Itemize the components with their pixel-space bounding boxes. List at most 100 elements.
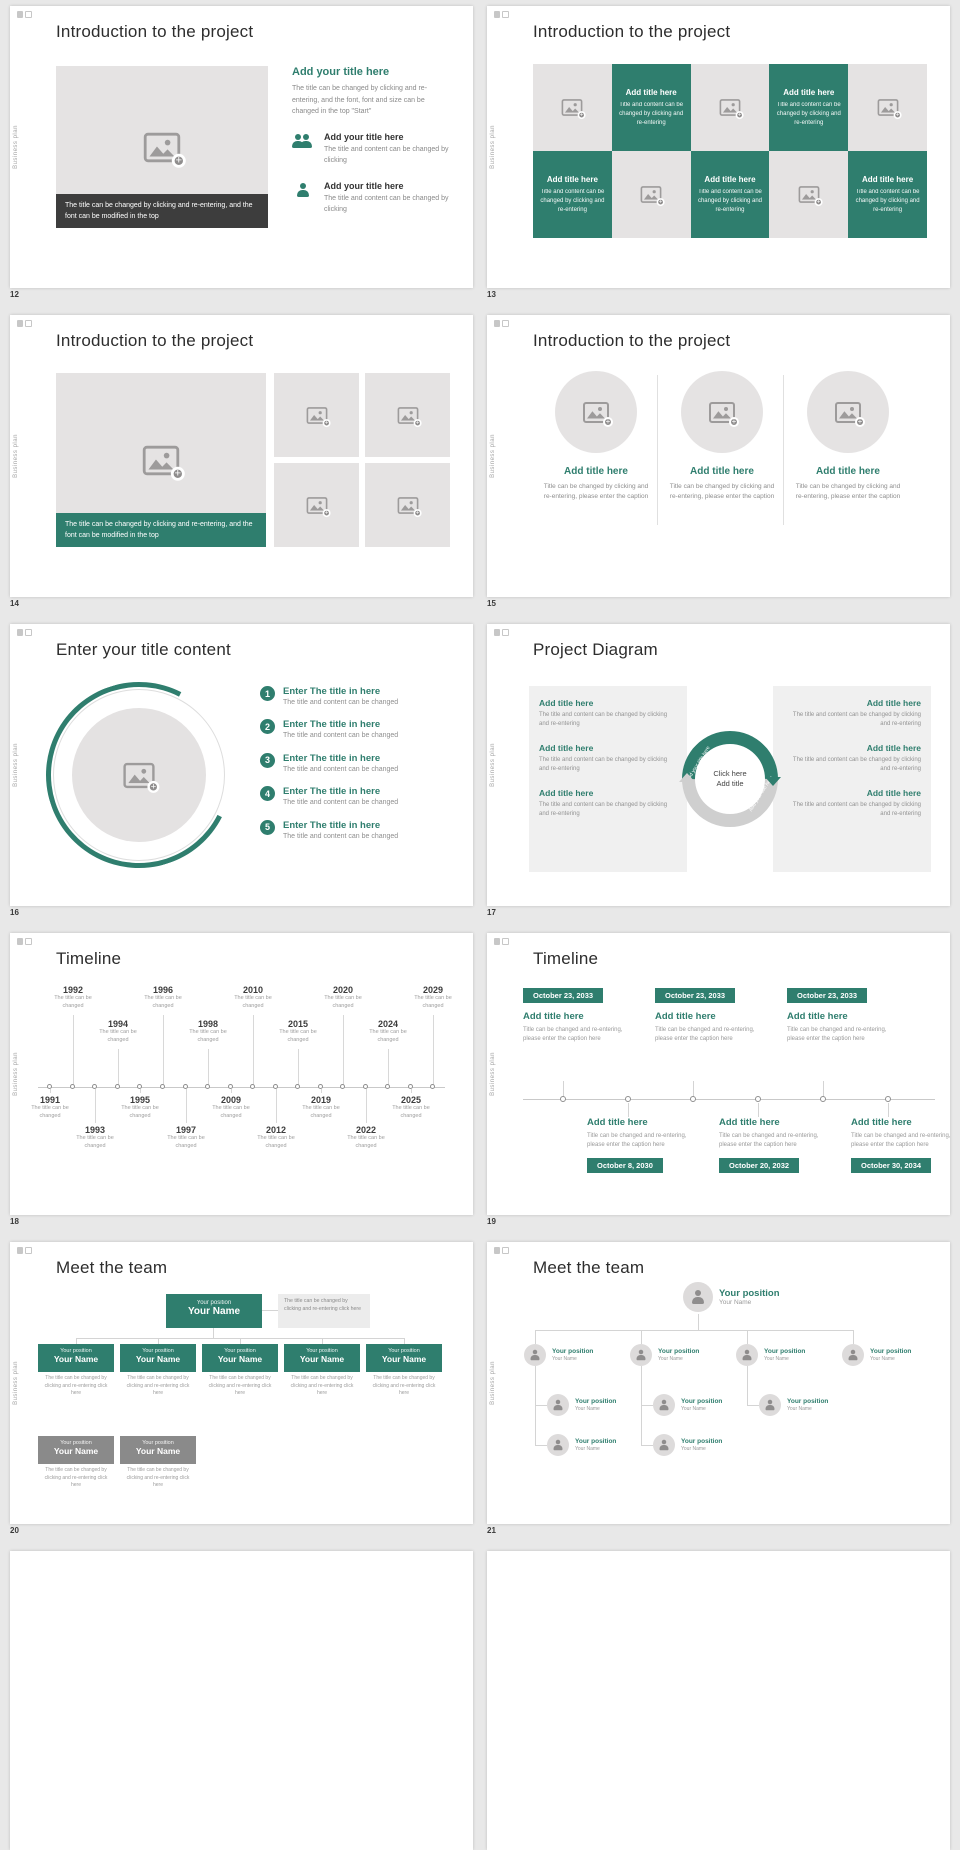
slide-cell-16: Business plan Enter your title content 1… (10, 624, 473, 918)
feature-column: Add title here Title can be changed by c… (659, 371, 785, 503)
timeline-point: 1994 The title can be changed (92, 983, 144, 1208)
sidebar-vertical-label: Business plan (13, 434, 19, 478)
slide-title: Introduction to the project (56, 331, 254, 350)
slide-14-thumbnail[interactable]: Business plan Introduction to the projec… (10, 315, 473, 597)
connector (50, 1089, 51, 1093)
org-member: Your position Your Name (653, 1394, 722, 1416)
slide-16-thumbnail[interactable]: Business plan Enter your title content 1… (10, 624, 473, 906)
timeline-point: 2009 The title can be changed (205, 983, 257, 1208)
sidebar-vertical-label: Business plan (490, 1052, 496, 1096)
slide-number: 17 (487, 908, 496, 917)
sidebar-vertical-label: Business plan (13, 1052, 19, 1096)
person-icon (553, 1399, 563, 1411)
member-box: Your position Your Name (202, 1344, 278, 1372)
column-title: Add title here (816, 466, 880, 477)
slide-21-thumbnail[interactable]: Business plan Meet the team Your positio… (487, 1242, 950, 1524)
slide-number: 19 (487, 1217, 496, 1226)
org-chart: Your position Your Name Your position Your… (515, 1282, 935, 1518)
slide-number: 12 (10, 290, 19, 299)
insert-picture-icon (306, 406, 331, 427)
org-member: Your position Your Name (842, 1344, 911, 1366)
title-cell: Add title here Title and content can be c… (611, 64, 691, 151)
brand-logo-icon (494, 320, 509, 327)
slide-thumbnail-partial[interactable] (487, 1551, 950, 1850)
timeline-event: Add title here Title can be changed and … (851, 1117, 950, 1173)
panel-item: Add title here The title and content can … (792, 698, 921, 727)
diagram-center: Click here Add title (702, 751, 758, 807)
panel-item: Add title here The title and content can … (539, 698, 668, 727)
connector (76, 1338, 77, 1344)
image-placeholder (365, 463, 450, 547)
timeline-node (363, 1084, 368, 1089)
column-title: Add title here (690, 466, 754, 477)
connector (411, 1089, 412, 1093)
brand-logo-icon (17, 320, 32, 327)
person-icon (530, 1349, 540, 1361)
slide-15-thumbnail[interactable]: Business plan Introduction to the projec… (487, 315, 950, 597)
date-badge: October 20, 2032 (719, 1157, 800, 1173)
timeline: October 23, 2033 Add title here Title ca… (523, 985, 950, 1207)
connector (823, 1081, 824, 1097)
connector (253, 1015, 254, 1085)
column-body: Title can be changed by clicking and re-… (543, 483, 649, 501)
timeline-point: 2015 The title can be changed (272, 983, 324, 1208)
numbered-list-item: 5 Enter The title in here The title and c… (260, 819, 456, 841)
connector (853, 1330, 854, 1344)
slide-18-thumbnail[interactable]: Business plan Timeline 1991 The title can… (10, 933, 473, 1215)
right-panel: Add title here The title and content can … (773, 686, 931, 872)
connector (262, 1310, 278, 1311)
connector (186, 1089, 187, 1123)
slide-thumbnail-partial[interactable] (10, 1551, 473, 1850)
slide-cell-18: Business plan Timeline 1991 The title can… (10, 933, 473, 1227)
circle-image-placeholder (72, 708, 206, 842)
connector (366, 1089, 367, 1123)
avatar (524, 1344, 546, 1366)
slide-cell-17: Business plan Project Diagram Add title … (487, 624, 950, 918)
insert-picture-icon (397, 496, 422, 517)
connector (747, 1405, 759, 1406)
org-member: Your position Your Name (630, 1344, 699, 1366)
timeline-point: 2025 The title can be changed (385, 983, 437, 1208)
column-divider (783, 375, 784, 525)
avatar (547, 1394, 569, 1416)
people-icon (292, 132, 316, 148)
person-icon (553, 1439, 563, 1451)
numbered-list-item: 3 Enter The title in here The title and c… (260, 752, 456, 774)
brand-logo-icon (494, 938, 509, 945)
slide-13-thumbnail[interactable]: Business plan Introduction to the projec… (487, 6, 950, 288)
arrowhead-icon (679, 773, 695, 782)
title-cell: Add title here Title and content can be c… (690, 151, 770, 238)
item-body: The title and content can be changed by … (324, 194, 449, 214)
brand-logo-icon (494, 1247, 509, 1254)
timeline-node (137, 1084, 142, 1089)
slide-19-thumbnail[interactable]: Business plan Timeline October 23, 2033 … (487, 933, 950, 1215)
slide-title: Project Diagram (533, 640, 658, 659)
item-title: Add your title here (324, 180, 404, 191)
slide-number: 15 (487, 599, 496, 608)
feature-column: Add title here Title can be changed by c… (785, 371, 911, 503)
person-icon (659, 1399, 669, 1411)
insert-picture-icon (719, 99, 744, 120)
title-cell: Add title here Title and content can be c… (769, 64, 849, 151)
connector (231, 1089, 232, 1093)
timeline-event: October 23, 2033 Add title here Title ca… (655, 985, 767, 1045)
insert-picture-icon (835, 401, 865, 427)
sidebar-vertical-label: Business plan (13, 1361, 19, 1405)
org-member: Your position Your Name The title can be … (120, 1344, 196, 1398)
circle-diagram (21, 657, 257, 893)
avatar (759, 1394, 781, 1416)
slide-title: Meet the team (533, 1258, 645, 1277)
image-placeholder (274, 373, 359, 457)
insert-picture-icon (397, 406, 422, 427)
org-member: Your position Your Name The title can be … (202, 1344, 278, 1398)
connector (628, 1103, 629, 1117)
timeline-point: 1996 The title can be changed (137, 983, 189, 1208)
image-placeholder (365, 373, 450, 457)
slide-number: 21 (487, 1526, 496, 1535)
slide-12-thumbnail[interactable]: Business plan Introduction to the projec… (10, 6, 473, 288)
slide-20-thumbnail[interactable]: Business plan Meet the team Your positio… (10, 1242, 473, 1524)
person-icon (292, 181, 316, 197)
avatar (683, 1282, 713, 1312)
slide-17-thumbnail[interactable]: Business plan Project Diagram Add title … (487, 624, 950, 906)
